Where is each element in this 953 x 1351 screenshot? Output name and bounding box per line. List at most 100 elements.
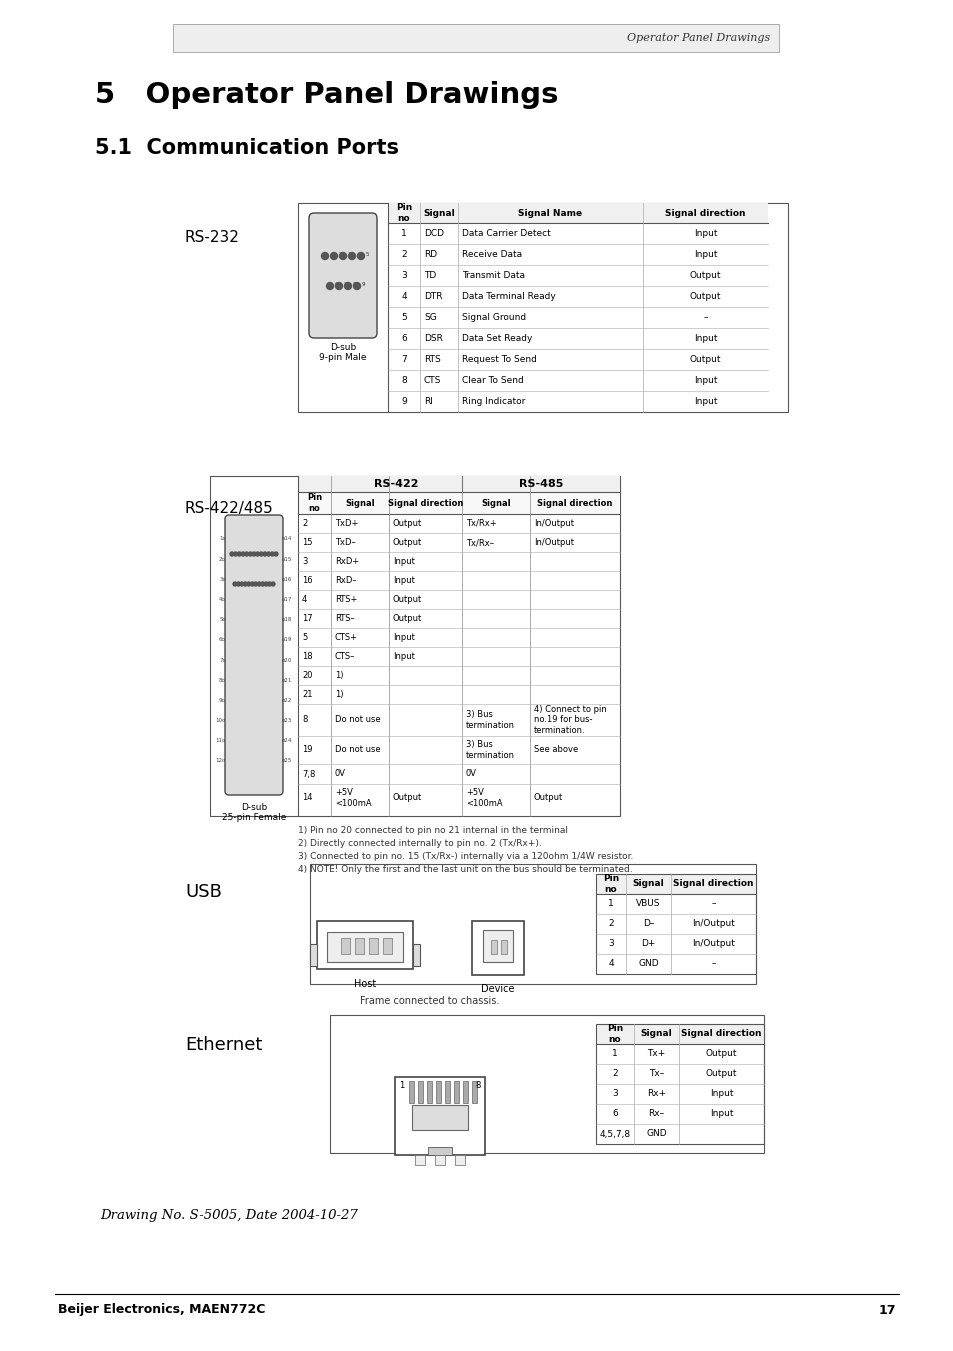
Circle shape	[244, 553, 249, 557]
Text: Pin
no: Pin no	[606, 1024, 622, 1044]
Text: D+: D+	[640, 939, 655, 948]
Text: Signal direction: Signal direction	[680, 1029, 760, 1039]
Circle shape	[321, 253, 328, 259]
Circle shape	[335, 282, 342, 289]
Text: o21: o21	[282, 678, 292, 682]
Text: 21: 21	[302, 690, 313, 698]
Bar	[340, 938, 350, 954]
Text: Input: Input	[693, 334, 717, 343]
Bar	[310, 865, 755, 984]
Circle shape	[348, 253, 355, 259]
Bar	[297, 203, 787, 412]
Bar	[327, 932, 402, 962]
Text: GND: GND	[645, 1129, 666, 1139]
Text: –: –	[711, 900, 715, 908]
Bar	[428, 1147, 452, 1155]
Text: 9: 9	[361, 282, 365, 288]
Bar	[172, 24, 779, 51]
Text: Tx/Rx+: Tx/Rx+	[465, 519, 497, 528]
Text: DSR: DSR	[423, 334, 442, 343]
Text: Beijer Electronics, MAEN772C: Beijer Electronics, MAEN772C	[58, 1304, 265, 1316]
Text: Output: Output	[393, 519, 422, 528]
Text: Output: Output	[689, 272, 720, 280]
Text: Signal: Signal	[345, 499, 375, 508]
Text: 4: 4	[401, 292, 406, 301]
Text: 10o: 10o	[215, 717, 226, 723]
Text: In/Output: In/Output	[534, 519, 574, 528]
Circle shape	[267, 553, 271, 557]
Text: +5V
<100mA: +5V <100mA	[465, 788, 502, 808]
Bar	[369, 938, 377, 954]
Text: 5o: 5o	[219, 617, 226, 623]
Circle shape	[236, 582, 240, 586]
Text: See above: See above	[534, 746, 578, 754]
Text: 7o: 7o	[219, 658, 226, 662]
Bar	[427, 1081, 432, 1102]
Text: 7: 7	[344, 282, 347, 288]
Text: o20: o20	[282, 658, 292, 662]
Text: 3o: 3o	[219, 577, 226, 582]
Circle shape	[354, 282, 360, 289]
Text: 14: 14	[302, 793, 313, 802]
Text: CTS–: CTS–	[335, 653, 355, 661]
Text: 3) Bus
termination: 3) Bus termination	[465, 711, 515, 730]
Bar	[415, 1155, 424, 1165]
Text: 2: 2	[338, 253, 342, 258]
Text: 1: 1	[399, 1081, 404, 1089]
Text: o19: o19	[282, 638, 292, 642]
Bar	[472, 1081, 476, 1102]
Text: RS-422: RS-422	[374, 480, 418, 489]
Bar	[596, 874, 755, 974]
Text: Tx–: Tx–	[648, 1070, 663, 1078]
Circle shape	[270, 553, 274, 557]
Text: Signal: Signal	[423, 208, 455, 218]
Text: 8: 8	[302, 716, 307, 724]
Text: 5   Operator Panel Drawings: 5 Operator Panel Drawings	[95, 81, 558, 109]
Text: 4) Connect to pin
no.19 for bus-
termination.: 4) Connect to pin no.19 for bus- termina…	[534, 705, 606, 735]
Text: 9: 9	[400, 397, 406, 407]
Circle shape	[243, 582, 247, 586]
Text: –: –	[702, 313, 707, 322]
Text: Input: Input	[393, 557, 415, 566]
Bar	[297, 476, 619, 492]
Text: Output: Output	[689, 355, 720, 363]
Text: 8: 8	[475, 1081, 480, 1089]
FancyBboxPatch shape	[472, 921, 523, 975]
Text: 0V: 0V	[335, 770, 346, 778]
Text: 1: 1	[400, 230, 406, 238]
Text: SG: SG	[423, 313, 436, 322]
Text: 3: 3	[302, 557, 307, 566]
Bar	[435, 1155, 444, 1165]
Text: Receive Data: Receive Data	[461, 250, 521, 259]
Bar	[382, 938, 392, 954]
Text: Host: Host	[354, 979, 375, 989]
Text: 17: 17	[302, 613, 313, 623]
Text: Pin
no: Pin no	[307, 493, 322, 512]
Circle shape	[241, 553, 245, 557]
Text: RD: RD	[423, 250, 436, 259]
Text: Ethernet: Ethernet	[185, 1036, 262, 1054]
Text: 5.1  Communication Ports: 5.1 Communication Ports	[95, 138, 398, 158]
Text: 2) Directly connected internally to pin no. 2 (Tx/Rx+).: 2) Directly connected internally to pin …	[297, 839, 541, 848]
Circle shape	[250, 582, 254, 586]
Text: Input: Input	[693, 230, 717, 238]
Text: RI: RI	[423, 397, 433, 407]
Text: Signal Name: Signal Name	[517, 208, 582, 218]
Text: 1): 1)	[335, 671, 343, 680]
Text: o18: o18	[282, 617, 292, 623]
Text: Output: Output	[393, 613, 422, 623]
Bar	[413, 944, 419, 966]
Text: Input: Input	[393, 653, 415, 661]
Bar	[395, 1077, 484, 1155]
FancyBboxPatch shape	[309, 213, 376, 338]
Text: GND: GND	[638, 959, 659, 969]
Text: Tx/Rx–: Tx/Rx–	[465, 538, 494, 547]
Text: 1o: 1o	[219, 536, 226, 542]
Text: 1: 1	[612, 1050, 618, 1058]
Text: Transmit Data: Transmit Data	[461, 272, 524, 280]
Text: o22: o22	[282, 698, 292, 703]
Bar	[297, 492, 619, 513]
Circle shape	[259, 553, 263, 557]
Text: Input: Input	[693, 397, 717, 407]
Text: 4) NOTE! Only the first and the last unit on the bus should be terminated.: 4) NOTE! Only the first and the last uni…	[297, 865, 632, 874]
